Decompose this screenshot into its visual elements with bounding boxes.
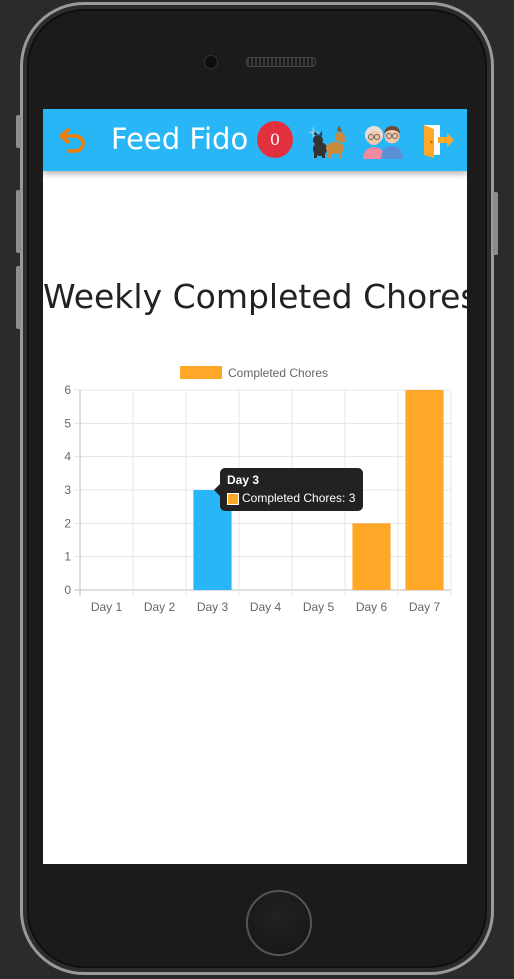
tooltip-swatch bbox=[227, 493, 239, 505]
x-tick-label: Day 7 bbox=[409, 600, 441, 614]
family-icon[interactable] bbox=[361, 121, 405, 159]
power-button bbox=[493, 192, 498, 255]
legend-label: Completed Chores bbox=[228, 366, 328, 380]
y-tick-label: 2 bbox=[64, 516, 71, 530]
mute-switch bbox=[16, 115, 21, 148]
app-screen: Feed Fido 0 bbox=[43, 109, 467, 864]
y-tick-label: 4 bbox=[64, 450, 71, 464]
tooltip-label: Completed Chores: 3 bbox=[242, 491, 356, 505]
y-tick-label: 1 bbox=[64, 550, 71, 564]
bar-day-6 bbox=[352, 523, 391, 590]
app-bar: Feed Fido 0 bbox=[43, 109, 467, 171]
earpiece-speaker bbox=[246, 57, 316, 67]
x-tick-label: Day 3 bbox=[197, 600, 229, 614]
app-title: Feed Fido bbox=[111, 122, 249, 156]
x-tick-label: Day 4 bbox=[250, 600, 282, 614]
y-tick-label: 0 bbox=[64, 583, 71, 597]
x-tick-label: Day 2 bbox=[144, 600, 176, 614]
x-tick-label: Day 6 bbox=[356, 600, 388, 614]
y-tick-label: 3 bbox=[64, 483, 71, 497]
pets-icon[interactable] bbox=[306, 121, 348, 159]
completed-chores-chart: 0 1 2 3 4 5 6 Day 1 Day 2 Day 3 Day 4 Day 5 Day 6 Day… bbox=[64, 366, 452, 614]
y-tick-label: 5 bbox=[64, 416, 71, 430]
volume-up-button bbox=[16, 190, 21, 253]
undo-arrow-icon[interactable] bbox=[59, 127, 89, 153]
home-button[interactable] bbox=[246, 890, 312, 956]
x-tick-label: Day 5 bbox=[303, 600, 335, 614]
page-title: Weekly Completed Chores bbox=[43, 277, 467, 316]
notification-badge[interactable]: 0 bbox=[257, 121, 293, 158]
volume-down-button bbox=[16, 266, 21, 329]
x-tick-label: Day 1 bbox=[91, 600, 123, 614]
tooltip-title: Day 3 bbox=[227, 473, 260, 487]
chart-tooltip: Day 3 Completed Chores: 3 bbox=[214, 468, 363, 511]
y-tick-label: 6 bbox=[64, 383, 71, 397]
bar-day-7 bbox=[405, 390, 444, 590]
legend-swatch bbox=[180, 366, 222, 379]
front-camera bbox=[204, 55, 218, 69]
logout-door-icon[interactable] bbox=[421, 121, 455, 159]
